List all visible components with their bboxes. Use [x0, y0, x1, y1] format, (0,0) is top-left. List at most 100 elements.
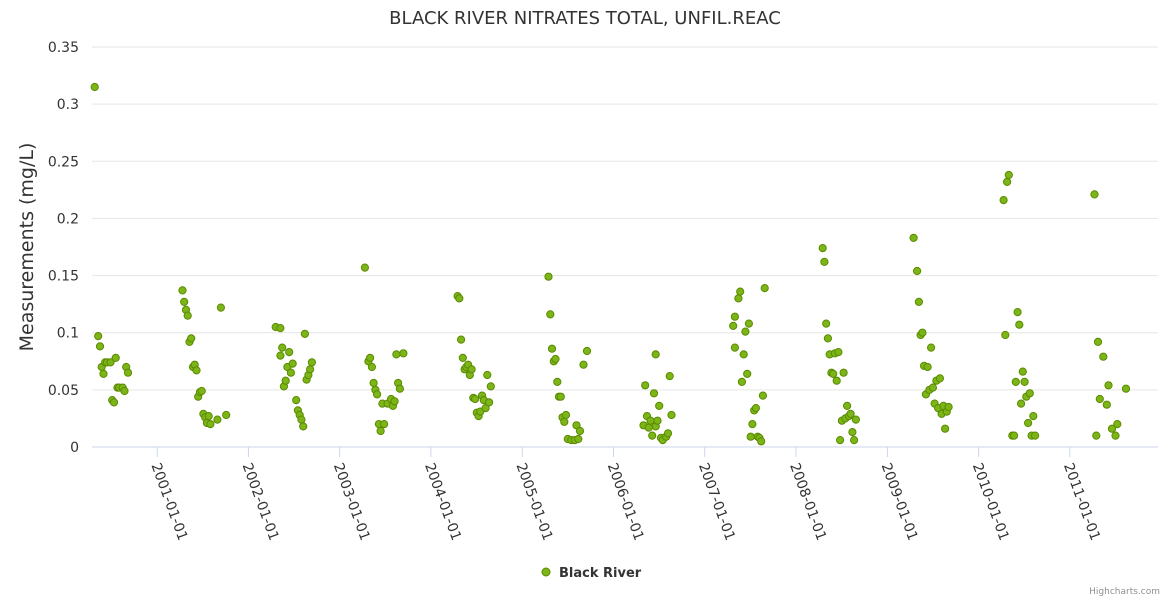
data-point[interactable]	[553, 377, 562, 386]
data-point[interactable]	[1020, 377, 1029, 386]
data-point[interactable]	[285, 348, 294, 357]
data-point[interactable]	[935, 374, 945, 383]
data-point[interactable]	[457, 335, 466, 344]
data-point[interactable]	[486, 382, 495, 391]
data-point[interactable]	[1102, 400, 1111, 409]
data-point[interactable]	[360, 263, 369, 272]
data-point[interactable]	[746, 432, 755, 441]
data-point[interactable]	[1017, 399, 1026, 408]
data-point[interactable]	[748, 420, 757, 429]
data-point[interactable]	[551, 354, 560, 364]
data-point[interactable]	[651, 350, 660, 359]
data-point[interactable]	[1104, 381, 1113, 390]
data-point[interactable]	[843, 401, 852, 410]
data-point[interactable]	[1025, 389, 1034, 398]
data-point[interactable]	[276, 351, 285, 360]
data-point[interactable]	[648, 431, 657, 440]
data-point[interactable]	[471, 394, 480, 404]
data-point[interactable]	[818, 244, 827, 253]
data-point[interactable]	[820, 257, 829, 266]
data-point[interactable]	[1099, 352, 1108, 361]
data-point[interactable]	[655, 401, 664, 410]
data-point[interactable]	[760, 284, 769, 293]
data-point[interactable]	[106, 358, 115, 367]
data-point[interactable]	[94, 332, 103, 341]
data-point[interactable]	[663, 429, 673, 438]
data-point[interactable]	[560, 417, 569, 426]
data-point[interactable]	[743, 369, 752, 378]
data-point[interactable]	[90, 82, 99, 92]
data-point[interactable]	[941, 424, 950, 433]
data-point[interactable]	[204, 412, 213, 421]
data-point[interactable]	[644, 423, 653, 432]
data-point[interactable]	[299, 422, 308, 431]
data-point[interactable]	[278, 343, 287, 352]
data-point[interactable]	[736, 287, 745, 296]
data-point[interactable]	[286, 368, 295, 377]
data-point[interactable]	[1001, 330, 1010, 340]
data-point[interactable]	[741, 327, 750, 336]
data-point[interactable]	[739, 350, 748, 359]
data-point[interactable]	[180, 297, 189, 306]
data-point[interactable]	[1018, 367, 1027, 376]
data-point[interactable]	[95, 342, 105, 351]
data-point[interactable]	[1029, 412, 1038, 421]
data-point[interactable]	[222, 410, 231, 420]
data-point[interactable]	[757, 437, 766, 446]
data-point[interactable]	[366, 353, 375, 362]
data-point[interactable]	[846, 409, 855, 418]
data-point[interactable]	[1107, 424, 1117, 433]
data-point[interactable]	[653, 416, 662, 425]
data-point[interactable]	[1011, 377, 1020, 386]
data-point[interactable]	[216, 303, 225, 312]
data-point[interactable]	[206, 420, 215, 429]
data-point[interactable]	[111, 353, 120, 362]
data-point[interactable]	[909, 233, 918, 242]
data-point[interactable]	[380, 420, 389, 429]
data-point[interactable]	[483, 370, 492, 380]
data-point[interactable]	[665, 372, 674, 381]
data-point[interactable]	[561, 410, 571, 420]
data-point[interactable]	[213, 415, 222, 424]
data-point[interactable]	[1113, 420, 1122, 429]
data-point[interactable]	[307, 358, 316, 367]
data-point[interactable]	[918, 328, 927, 337]
data-point[interactable]	[836, 436, 845, 445]
data-point[interactable]	[730, 312, 740, 321]
data-point[interactable]	[192, 366, 201, 375]
data-point[interactable]	[575, 426, 585, 436]
data-point[interactable]	[822, 319, 831, 328]
data-point[interactable]	[649, 389, 659, 398]
data-point[interactable]	[183, 311, 192, 320]
data-point[interactable]	[582, 346, 592, 356]
data-point[interactable]	[547, 344, 557, 353]
data-point[interactable]	[851, 415, 861, 424]
data-point[interactable]	[646, 416, 655, 425]
data-point[interactable]	[641, 381, 650, 390]
data-point[interactable]	[751, 404, 761, 413]
data-point[interactable]	[109, 398, 119, 407]
data-point[interactable]	[730, 343, 740, 352]
data-point[interactable]	[485, 398, 494, 407]
data-point[interactable]	[1015, 320, 1024, 329]
data-point[interactable]	[1093, 337, 1103, 346]
data-point[interactable]	[850, 436, 859, 445]
data-point[interactable]	[923, 362, 932, 372]
data-point[interactable]	[574, 434, 583, 444]
data-point[interactable]	[288, 359, 297, 368]
data-point[interactable]	[914, 297, 924, 306]
data-point[interactable]	[395, 384, 404, 393]
data-point[interactable]	[292, 396, 301, 405]
data-point[interactable]	[276, 324, 285, 333]
data-point[interactable]	[556, 392, 565, 401]
data-point[interactable]	[834, 348, 843, 357]
data-point[interactable]	[1003, 177, 1012, 186]
data-point[interactable]	[823, 334, 833, 343]
data-point[interactable]	[544, 272, 553, 281]
data-point[interactable]	[1004, 170, 1013, 180]
series-black-river[interactable]	[90, 82, 1131, 446]
data-point[interactable]	[123, 368, 133, 377]
data-point[interactable]	[281, 376, 290, 385]
data-point[interactable]	[579, 360, 588, 369]
data-point[interactable]	[187, 334, 196, 343]
